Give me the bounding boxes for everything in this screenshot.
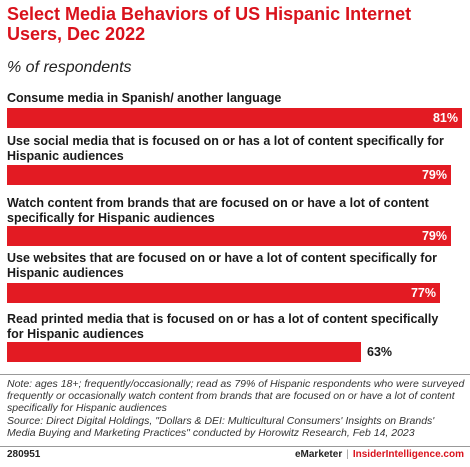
footer-divider: [0, 374, 470, 375]
source-text: Source: Direct Digital Holdings, "Dollar…: [7, 414, 435, 439]
brand-separator: |: [346, 449, 349, 460]
value-label: 79%: [421, 168, 447, 182]
category-label: Use social media that is focused on or h…: [7, 134, 444, 163]
chart-subtitle: % of respondents: [7, 59, 132, 76]
value-label: 79%: [421, 229, 447, 243]
brand-emarketer: eMarketer: [294, 449, 343, 460]
bar: [7, 226, 451, 246]
bottom-divider: [0, 446, 470, 447]
category-label: Watch content from brands that are focus…: [7, 196, 429, 225]
bar: [7, 108, 462, 128]
footer-brand: eMarketer | InsiderIntelligence.com: [295, 449, 464, 460]
bar: [7, 283, 440, 303]
category-label: Consume media in Spanish/ another langua…: [7, 91, 282, 105]
value-label: 81%: [432, 111, 458, 125]
category-label: Use websites that are focused on or have…: [7, 251, 437, 280]
value-label: 77%: [410, 286, 436, 300]
bar: [7, 165, 451, 185]
note-text: Note: ages 18+; frequently/occasionally;…: [7, 378, 465, 415]
chart-id: 280951: [7, 449, 41, 460]
footnote: Note: ages 18+; frequently/occasionally;…: [7, 378, 465, 439]
chart-title: Select Media Behaviors of US Hispanic In…: [7, 4, 412, 44]
value-label: 63%: [367, 345, 393, 359]
brand-insider-intelligence: InsiderIntelligence.com: [352, 449, 464, 460]
bar: [7, 342, 361, 362]
category-label: Read printed media that is focused on or…: [7, 312, 439, 341]
